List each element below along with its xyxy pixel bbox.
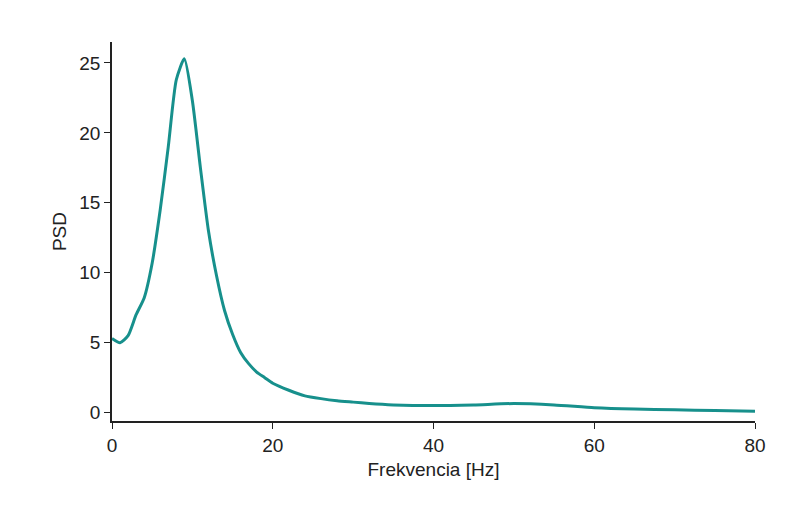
svg-text:5: 5 <box>90 332 101 353</box>
svg-text:60: 60 <box>584 435 605 456</box>
svg-text:PSD: PSD <box>49 212 70 251</box>
svg-text:20: 20 <box>262 435 283 456</box>
svg-text:20: 20 <box>79 123 100 144</box>
svg-text:Frekvencia [Hz]: Frekvencia [Hz] <box>368 459 500 480</box>
svg-text:40: 40 <box>423 435 444 456</box>
svg-text:10: 10 <box>79 262 100 283</box>
svg-text:80: 80 <box>744 435 765 456</box>
svg-text:15: 15 <box>79 192 100 213</box>
svg-text:0: 0 <box>90 402 101 423</box>
svg-text:25: 25 <box>79 53 100 74</box>
svg-text:0: 0 <box>107 435 118 456</box>
